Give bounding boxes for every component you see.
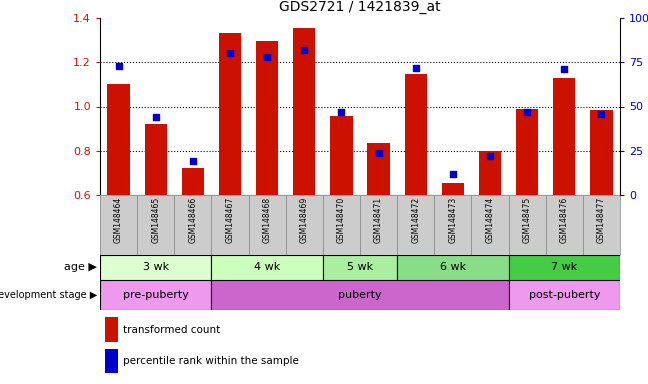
Text: 5 wk: 5 wk: [347, 263, 373, 273]
Bar: [105, 349, 118, 373]
Bar: [434, 195, 472, 255]
Text: pre-puberty: pre-puberty: [122, 290, 189, 300]
Text: puberty: puberty: [338, 290, 382, 300]
Bar: [509, 280, 620, 310]
Text: 4 wk: 4 wk: [254, 263, 281, 273]
Text: post-puberty: post-puberty: [529, 290, 600, 300]
Point: [411, 65, 421, 71]
Text: GSM148466: GSM148466: [189, 197, 198, 243]
Bar: [360, 195, 397, 255]
Bar: [516, 109, 538, 195]
Bar: [442, 183, 464, 195]
Text: GSM148475: GSM148475: [523, 197, 531, 243]
Point: [299, 47, 310, 53]
Text: percentile rank within the sample: percentile rank within the sample: [123, 356, 299, 366]
Point: [188, 158, 198, 164]
Bar: [509, 195, 546, 255]
Bar: [546, 195, 583, 255]
Bar: [137, 195, 174, 255]
Bar: [472, 195, 509, 255]
Bar: [397, 255, 509, 280]
Bar: [479, 151, 501, 195]
Bar: [286, 195, 323, 255]
Text: GSM148474: GSM148474: [485, 197, 494, 243]
Bar: [105, 317, 118, 342]
Text: GSM148471: GSM148471: [374, 197, 383, 243]
Text: 6 wk: 6 wk: [440, 263, 466, 273]
Point: [448, 170, 458, 177]
Point: [373, 149, 384, 156]
Text: transformed count: transformed count: [123, 324, 221, 334]
Text: GSM148476: GSM148476: [560, 197, 569, 243]
Bar: [211, 280, 509, 310]
Text: age ▶: age ▶: [64, 263, 97, 273]
Bar: [323, 195, 360, 255]
Text: GDS2721 / 1421839_at: GDS2721 / 1421839_at: [279, 0, 441, 14]
Point: [262, 54, 272, 60]
Text: GSM148465: GSM148465: [151, 197, 160, 243]
Text: GSM148470: GSM148470: [337, 197, 346, 243]
Bar: [100, 255, 211, 280]
Bar: [181, 169, 204, 195]
Bar: [174, 195, 211, 255]
Bar: [509, 255, 620, 280]
Bar: [397, 195, 434, 255]
Text: GSM148469: GSM148469: [300, 197, 309, 243]
Point: [225, 50, 235, 56]
Text: 3 wk: 3 wk: [143, 263, 168, 273]
Point: [336, 109, 347, 115]
Bar: [108, 84, 130, 195]
Bar: [100, 195, 137, 255]
Text: GSM148468: GSM148468: [262, 197, 272, 243]
Bar: [100, 280, 211, 310]
Point: [485, 153, 495, 159]
Bar: [211, 195, 249, 255]
Bar: [219, 33, 241, 195]
Bar: [249, 195, 286, 255]
Text: GSM148472: GSM148472: [411, 197, 420, 243]
Bar: [553, 78, 575, 195]
Bar: [404, 74, 427, 195]
Point: [596, 111, 607, 117]
Bar: [256, 41, 278, 195]
Bar: [590, 110, 612, 195]
Bar: [367, 143, 389, 195]
Text: GSM148477: GSM148477: [597, 197, 606, 243]
Bar: [293, 28, 316, 195]
Text: GSM148473: GSM148473: [448, 197, 457, 243]
Point: [559, 66, 570, 73]
Bar: [330, 116, 353, 195]
Point: [150, 114, 161, 120]
Point: [113, 63, 124, 69]
Bar: [211, 255, 323, 280]
Text: GSM148467: GSM148467: [226, 197, 235, 243]
Bar: [145, 124, 167, 195]
Text: GSM148464: GSM148464: [114, 197, 123, 243]
Bar: [323, 255, 397, 280]
Point: [522, 109, 532, 115]
Text: development stage ▶: development stage ▶: [0, 290, 97, 300]
Text: 7 wk: 7 wk: [551, 263, 577, 273]
Bar: [583, 195, 620, 255]
